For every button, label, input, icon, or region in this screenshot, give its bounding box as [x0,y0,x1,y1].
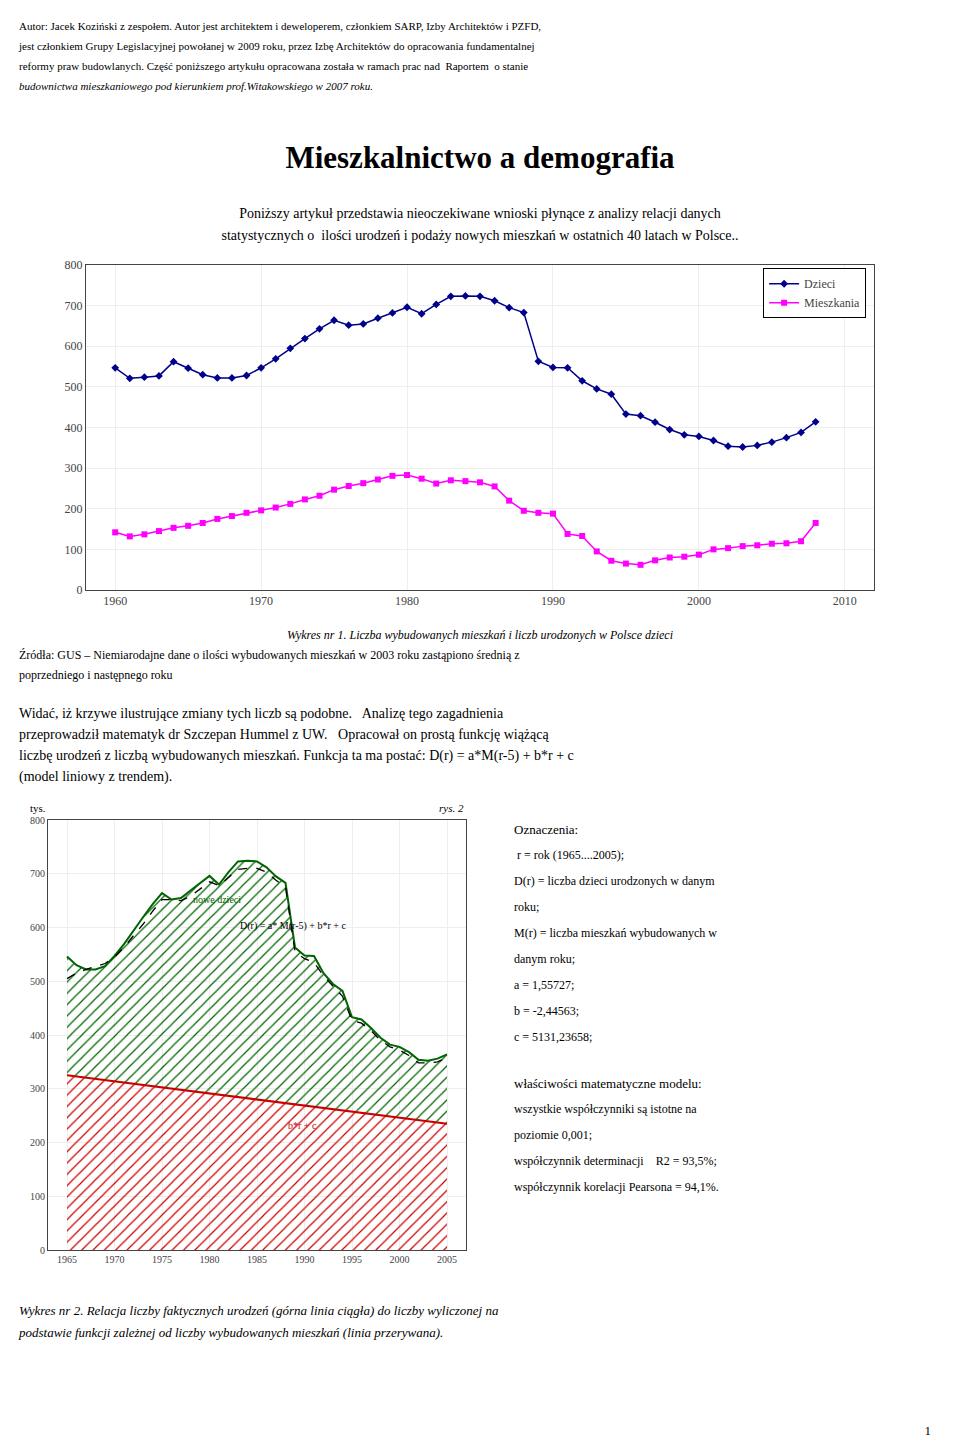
html-text:b = -2,44563;: b = -2,44563; [514,1004,580,1018]
html-text:budownictwa mieszkaniowego pod: budownictwa mieszkaniowego pod kierunkie… [19,80,373,92]
svg-text:nowe dzieci: nowe dzieci [193,894,241,905]
svg-text:0: 0 [40,1245,45,1256]
svg-text:800: 800 [30,815,45,826]
svg-text:200: 200 [65,502,83,516]
html-text:reformy praw budowlanych. Częś: reformy praw budowlanych. Część poniższe… [19,60,529,72]
svg-text:2005: 2005 [437,1254,457,1265]
html-text:a = 1,55727;: a = 1,55727; [514,978,575,992]
svg-text:D(r) = a* M(r-5) + b*r + c: D(r) = a* M(r-5) + b*r + c [240,920,346,932]
svg-text:2000: 2000 [390,1254,410,1265]
svg-text:700: 700 [65,299,83,313]
html-text:1: 1 [924,1423,931,1438]
html-text:Autor: Jacek Koziński z zespoł: Autor: Jacek Koziński z zespołem. Autor … [19,20,542,32]
html-text:Mieszkalnictwo a demografia: Mieszkalnictwo a demografia [285,140,675,175]
html-text:statystycznych o ilości urodze: statystycznych o ilości urodzeń i podaży… [221,228,739,243]
svg-text:1985: 1985 [247,1254,267,1265]
svg-text:1995: 1995 [342,1254,362,1265]
html-text:roku;: roku; [514,900,540,914]
svg-text:Mieszkania: Mieszkania [804,296,860,310]
html-text:Widać, iż krzywe ilustrujące z: Widać, iż krzywe ilustrujące zmiany tych… [19,706,504,721]
html-text:r = rok (1965....2005);: r = rok (1965....2005); [514,848,625,862]
html-text:współczynnik korelacji Pearson: współczynnik korelacji Pearsona = 94,1%. [514,1180,719,1194]
svg-text:100: 100 [30,1191,45,1202]
svg-text:300: 300 [30,1083,45,1094]
html-text:Oznaczenia:: Oznaczenia: [514,822,579,837]
svg-text:Dzieci: Dzieci [804,277,836,291]
svg-text:200: 200 [30,1137,45,1148]
html-text:poprzedniego i następnego roku: poprzedniego i następnego roku [19,668,173,682]
html-text:podstawie funkcji zależnej od: podstawie funkcji zależnej od liczby wyb… [19,1325,444,1340]
svg-text:1990: 1990 [541,594,565,608]
svg-text:700: 700 [30,868,45,879]
html-text:Wykres nr 1. Liczba wybudowany: Wykres nr 1. Liczba wybudowanych mieszka… [287,628,673,642]
html-text:(model liniowy z trendem).: (model liniowy z trendem). [19,769,173,784]
svg-text:600: 600 [65,339,83,353]
svg-text:1980: 1980 [395,594,419,608]
svg-text:500: 500 [65,380,83,394]
html-text:właściwości matematyczne model: właściwości matematyczne modelu: [514,1076,702,1091]
html-text:danym roku;: danym roku; [514,952,575,966]
svg-text:500: 500 [30,976,45,987]
html-text:Źródła: GUS – Niemiarodajne da: Źródła: GUS – Niemiarodajne dane o ilośc… [19,648,520,662]
html-text:Poniższy artykuł przedstawia n: Poniższy artykuł przedstawia nieoczekiwa… [239,206,721,221]
svg-text:1975: 1975 [152,1254,172,1265]
html-text:jest członkiem Grupy Legislacy: jest członkiem Grupy Legislacyjnej powoł… [19,40,535,52]
svg-text:1970: 1970 [249,594,273,608]
html-text:przeprowadził matematyk dr Szc: przeprowadził matematyk dr Szczepan Humm… [19,727,549,742]
svg-text:1960: 1960 [103,594,127,608]
html-text:współczynnik determinacji R2 =: współczynnik determinacji R2 = 93,5%; [514,1154,717,1168]
svg-text:rys. 2: rys. 2 [439,802,464,814]
svg-text:300: 300 [65,461,83,475]
svg-text:2010: 2010 [833,594,857,608]
svg-text:0: 0 [77,583,83,597]
html-text:poziomie 0,001;: poziomie 0,001; [514,1128,592,1142]
svg-text:1990: 1990 [295,1254,315,1265]
svg-text:1980: 1980 [200,1254,220,1265]
html-text:liczbę urodzeń z liczbą wybudo: liczbę urodzeń z liczbą wybudowanych mie… [19,748,574,763]
svg-text:1970: 1970 [105,1254,125,1265]
html-text:c = 5131,23658;: c = 5131,23658; [514,1030,593,1044]
svg-text:800: 800 [65,258,83,272]
svg-text:400: 400 [65,421,83,435]
html-text:M(r) = liczba mieszkań wybudow: M(r) = liczba mieszkań wybudowanych w [514,926,717,940]
svg-text:1965: 1965 [57,1254,77,1265]
svg-text:100: 100 [65,543,83,557]
html-text:D(r) = liczba dzieci urodzonyc: D(r) = liczba dzieci urodzonych w danym [514,874,715,888]
svg-text:b*r + c: b*r + c [288,1120,317,1131]
svg-text:400: 400 [30,1030,45,1041]
svg-text:2000: 2000 [687,594,711,608]
svg-text:600: 600 [30,922,45,933]
html-text:wszystkie współczynniki są ist: wszystkie współczynniki są istotne na [514,1102,697,1116]
html-text:Wykres nr 2. Relacja liczby fa: Wykres nr 2. Relacja liczby faktycznych … [19,1303,499,1318]
svg-text:tys.: tys. [30,802,46,814]
